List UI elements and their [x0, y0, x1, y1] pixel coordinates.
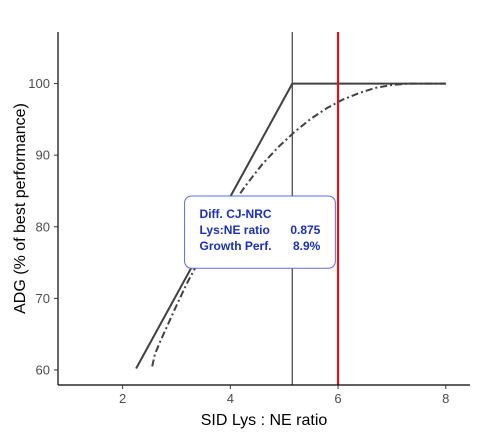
annotation-frame [184, 195, 336, 269]
annotation-box: Diff. CJ-NRC Lys:NE ratio 0.875 Growth P… [184, 195, 336, 269]
x-tick-label: 8 [442, 391, 449, 406]
x-axis-title: SID Lys : NE ratio [201, 412, 328, 429]
x-axis-ticks: 2 4 6 8 [119, 385, 449, 406]
annotation-value-growth: 8.9% [293, 239, 321, 253]
y-axis-title: ADG (% of best performance) [12, 103, 29, 314]
x-tick-label: 4 [227, 391, 234, 406]
y-axis-ticks: 60 70 80 90 100 [28, 76, 58, 377]
y-tick-label: 100 [28, 76, 50, 91]
x-tick-label: 2 [119, 391, 126, 406]
annotation-label-lys-ne: Lys:NE ratio [200, 223, 270, 237]
plot-area: 2 4 6 8 60 70 80 90 100 [28, 32, 470, 406]
y-tick-label: 70 [36, 291, 50, 306]
annotation-label-growth: Growth Perf. [200, 239, 272, 253]
y-tick-label: 60 [36, 362, 50, 377]
y-tick-label: 90 [36, 148, 50, 163]
x-tick-label: 6 [334, 391, 341, 406]
annotation-value-lys-ne: 0.875 [290, 223, 320, 237]
series-line-dashdot [151, 82, 446, 367]
y-tick-label: 80 [36, 219, 50, 234]
annotation-title: Diff. CJ-NRC [200, 207, 272, 221]
